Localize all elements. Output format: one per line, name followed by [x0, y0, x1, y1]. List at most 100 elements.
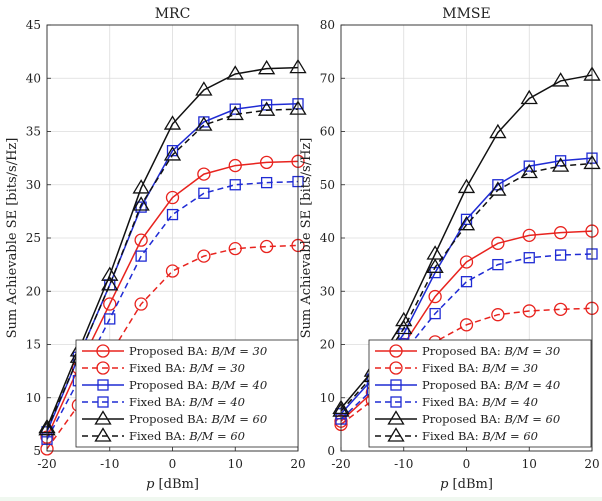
y-tick-label: 60	[320, 125, 335, 139]
data-point	[460, 276, 473, 288]
y-tick-label: 15	[26, 338, 41, 352]
x-axis-label: p [dBm]	[146, 477, 199, 492]
data-point	[101, 266, 119, 281]
legend-box	[75, 339, 299, 448]
y-tick-label: 80	[320, 18, 335, 32]
data-point	[197, 167, 211, 181]
y-tick-label: 40	[320, 231, 335, 245]
legend-label: Proposed BA: B/M = 40	[422, 378, 560, 392]
legend-label-prefix: Proposed BA:	[129, 344, 211, 358]
data-point	[165, 190, 180, 205]
x-tick-label: -10	[394, 457, 413, 471]
data-point	[491, 308, 505, 322]
data-point	[523, 252, 535, 264]
legend-marker	[390, 396, 402, 408]
legend-label: Proposed BA: B/M = 60	[129, 412, 267, 426]
data-point	[228, 158, 242, 173]
data-point	[101, 276, 119, 291]
chart-panel-mmse: -20 -10 0 10 20 0 10 20 30 40 50 60 70 80 MMSE p [dBm] S…	[299, 6, 601, 492]
x-tick-label: 10	[228, 457, 243, 471]
y-tick-label: 10	[320, 391, 335, 405]
data-point	[489, 123, 507, 139]
legend-marker	[389, 361, 403, 375]
y-tick-label: 5	[33, 444, 41, 458]
legend-marker	[390, 379, 402, 391]
legend-marker	[389, 344, 403, 358]
legend-label: Proposed BA: B/M = 40	[129, 378, 267, 392]
legend-label-prefix: Proposed BA:	[422, 378, 504, 392]
data-point	[259, 155, 274, 170]
legend-label: Fixed BA: B/M = 40	[422, 395, 538, 409]
legend-label-math: B/M = 30	[503, 344, 560, 358]
y-tick-label: 30	[26, 178, 41, 192]
data-point	[260, 176, 273, 189]
data-point	[553, 302, 568, 317]
y-tick-label: 35	[26, 125, 41, 139]
data-point	[226, 105, 244, 121]
data-point	[229, 179, 241, 191]
legend-item-5: Fixed BA: B/M = 60	[82, 427, 245, 443]
y-tick-label: 10	[26, 391, 41, 405]
y-tick-label: 40	[26, 71, 41, 85]
legend-item-0: Proposed BA: B/M = 30	[375, 344, 560, 358]
y-tick-label: 45	[26, 18, 41, 32]
legend-label-math: B/M = 40	[481, 395, 538, 409]
data-point	[135, 250, 147, 262]
legend-item-3: Fixed BA: B/M = 40	[82, 395, 245, 409]
legend-label-math: B/M = 40	[503, 378, 560, 392]
legend-label: Proposed BA: B/M = 30	[422, 344, 560, 358]
legend-label-prefix: Fixed BA:	[422, 429, 482, 443]
legend-label-math: B/M = 40	[210, 378, 267, 392]
legend-label: Proposed BA: B/M = 30	[129, 344, 267, 358]
data-point	[165, 264, 180, 278]
legend-label-prefix: Proposed BA:	[129, 412, 211, 426]
chart-title: MMSE	[442, 6, 490, 22]
y-tick-label: 0	[327, 444, 335, 458]
legend-label-math: B/M = 60	[210, 412, 267, 426]
x-tick-label: 0	[463, 457, 471, 471]
data-point	[257, 101, 276, 116]
data-point	[459, 255, 474, 269]
legend-label-prefix: Fixed BA:	[129, 429, 189, 443]
legend-item-2: Proposed BA: B/M = 40	[82, 378, 267, 392]
legend-label-prefix: Fixed BA:	[422, 361, 482, 375]
legend-item-2: Proposed BA: B/M = 40	[375, 378, 560, 392]
legend-label: Proposed BA: B/M = 60	[422, 412, 560, 426]
series-line	[46, 66, 299, 428]
data-point	[163, 146, 182, 161]
x-tick-label: -20	[37, 457, 56, 471]
legend-label: Fixed BA: B/M = 60	[129, 429, 245, 443]
x-axis-label-var: p	[440, 477, 449, 492]
x-axis-label-unit: [dBm]	[448, 477, 492, 492]
x-axis-label-var: p	[146, 477, 155, 492]
data-point	[457, 215, 476, 231]
legend-label-prefix: Fixed BA:	[129, 361, 189, 375]
data-point	[520, 163, 538, 179]
data-point	[198, 187, 210, 199]
legend-box	[368, 339, 592, 448]
data-point	[195, 81, 213, 96]
legend-item-4: Proposed BA: B/M = 60	[82, 410, 267, 426]
data-point	[135, 201, 147, 213]
legend: Proposed BA: B/M = 30 Fixed BA: B/M = 30 P…	[368, 339, 592, 448]
chart-panel-mrc: -20 -10 0 10 20 5 10 15 20 25 30 35 40 45 MRC p [dBm] Su…	[5, 6, 307, 492]
legend-marker	[96, 344, 110, 358]
data-point	[551, 157, 570, 172]
chart-title: MRC	[155, 6, 191, 22]
legend-marker	[97, 379, 109, 391]
data-point	[134, 297, 148, 311]
legend-marker	[97, 396, 109, 408]
data-point	[554, 249, 567, 261]
y-tick-label: 20	[26, 284, 41, 298]
data-point	[522, 228, 536, 242]
x-tick-label: -20	[331, 457, 350, 471]
data-point	[395, 319, 413, 335]
data-point	[259, 239, 274, 254]
data-point	[257, 59, 276, 75]
x-axis-label: p [dBm]	[440, 477, 493, 492]
data-point	[489, 181, 507, 196]
data-point	[553, 226, 568, 240]
data-point	[166, 208, 179, 221]
legend-item-4: Proposed BA: B/M = 60	[375, 410, 560, 426]
data-point	[197, 249, 211, 263]
